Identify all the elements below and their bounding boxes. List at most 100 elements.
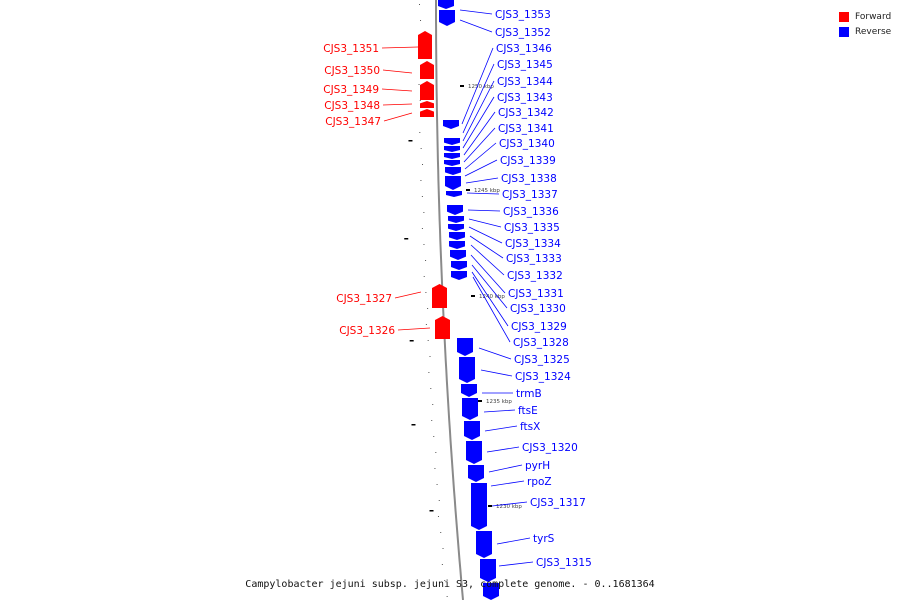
reverse-gene-arrow: [462, 398, 478, 420]
label-leader-line: [498, 561, 534, 567]
label-leader-line: [491, 501, 528, 507]
label-leader-line: [383, 112, 413, 122]
label-leader-line: [466, 192, 500, 195]
minor-tick: [427, 308, 429, 309]
gene-label-reverse: CJS3_1345: [497, 59, 553, 71]
reverse-gene-arrow: [444, 138, 460, 145]
label-leader-line: [480, 369, 513, 377]
gene-label-reverse: ftsE: [518, 405, 538, 417]
reverse-gene-arrow: [444, 160, 460, 166]
label-leader-line: [381, 46, 419, 49]
minor-tick: [419, 4, 421, 5]
major-tick: [411, 424, 416, 426]
forward-gene-arrow: [420, 109, 434, 117]
label-leader-line: [397, 327, 431, 331]
label-leader-line: [496, 537, 531, 545]
label-leader-line: [462, 96, 495, 149]
label-leader-line: [469, 235, 504, 259]
reverse-gene-arrow: [445, 167, 461, 175]
minor-tick: [432, 404, 434, 405]
gene-labels: CJS3_1351 CJS3_1350 CJS3_1349 CJS3_1348 CJS3…: [323, 9, 592, 569]
marker-tick: [460, 85, 464, 87]
label-leader-line: [462, 80, 495, 142]
gene-label-reverse: CJS3_1315: [536, 557, 592, 569]
gene-label-reverse: CJS3_1317: [530, 497, 586, 509]
reverse-gene-arrow: [461, 384, 477, 397]
gene-label-reverse: CJS3_1330: [510, 303, 566, 315]
label-leader-line: [478, 347, 512, 360]
gene-label-reverse: CJS3_1325: [514, 354, 570, 366]
minor-tick: [420, 20, 422, 21]
gene-label-reverse: CJS3_1352: [495, 27, 551, 39]
gene-label-reverse: rpoZ: [527, 476, 552, 488]
minor-tick: [423, 212, 425, 213]
label-leader-line: [486, 446, 520, 453]
reverse-gene-arrow: [439, 10, 455, 26]
minor-tick: [429, 356, 431, 357]
gene-label-reverse: CJS3_1331: [508, 288, 564, 300]
minor-tick: [423, 276, 425, 277]
gene-label-forward: CJS3_1347: [325, 116, 381, 128]
reverse-gene-arrow: [443, 120, 459, 129]
gene-label-reverse: CJS3_1346: [496, 43, 552, 55]
gene-label-reverse: pyrH: [525, 460, 550, 472]
gene-label-forward: CJS3_1327: [336, 293, 392, 305]
gene-label-reverse: CJS3_1334: [505, 238, 561, 250]
marker-tick: [478, 400, 482, 402]
label-leader-line: [488, 464, 523, 473]
reverse-gene-arrow: [448, 216, 464, 223]
minor-tick: [428, 372, 430, 373]
gene-label-reverse: trmB: [516, 388, 542, 400]
minor-tick: [425, 292, 427, 293]
minor-tick: [433, 436, 435, 437]
position-marker-label: 1235 kbp: [486, 399, 512, 405]
label-leader-line: [468, 226, 503, 244]
minor-tick: [419, 132, 421, 133]
label-leader-line: [468, 218, 502, 228]
minor-tick: [435, 452, 437, 453]
reverse-gene-arrow: [480, 559, 496, 582]
label-leader-line: [381, 88, 413, 92]
minor-tick: [446, 596, 448, 597]
reverse-gene-track: [438, 0, 499, 600]
label-leader-line: [462, 63, 495, 134]
minor-tick: [436, 484, 438, 485]
forward-gene-track: [418, 31, 450, 339]
reverse-gene-arrow: [447, 205, 463, 215]
marker-tick: [471, 295, 475, 297]
gene-label-reverse: CJS3_1335: [504, 222, 560, 234]
reverse-gene-arrow: [438, 0, 454, 9]
gene-label-reverse: CJS3_1324: [515, 371, 571, 383]
legend-swatch-forward: [839, 11, 849, 22]
gene-label-reverse: CJS3_1337: [502, 189, 558, 201]
reverse-gene-arrow: [451, 261, 467, 270]
reverse-gene-arrow: [464, 421, 480, 440]
forward-gene-arrow: [435, 316, 450, 339]
gene-label-forward: CJS3_1350: [324, 65, 380, 77]
gene-label-reverse: CJS3_1344: [497, 76, 553, 88]
label-leader-line: [465, 177, 499, 184]
gene-label-reverse: CJS3_1320: [522, 442, 578, 454]
legend-item-reverse: Reverse: [839, 24, 891, 39]
reverse-gene-arrow: [446, 191, 462, 197]
genome-caption: Campylobacter jejuni subsp. jejuni S3, c…: [245, 579, 655, 590]
label-leader-line: [483, 409, 516, 413]
reverse-gene-arrow: [444, 146, 460, 152]
forward-gene-arrow: [420, 61, 434, 79]
minor-tick: [441, 564, 443, 565]
label-leader-line: [382, 69, 413, 74]
reverse-gene-arrow: [466, 441, 482, 464]
label-leader-line: [461, 47, 494, 125]
label-leader-line: [394, 291, 422, 299]
position-marker-label: 1245 kbp: [474, 188, 500, 194]
reverse-gene-arrow: [448, 224, 464, 231]
minor-tick: [425, 260, 427, 261]
label-leader-line: [471, 264, 508, 309]
gene-label-reverse: CJS3_1353: [495, 9, 551, 21]
minor-tick: [444, 580, 446, 581]
label-leader-line: [463, 127, 496, 163]
gene-label-reverse: tyrS: [533, 533, 555, 545]
reverse-gene-arrow: [444, 153, 460, 159]
minor-tick: [422, 164, 424, 165]
minor-tick: [442, 548, 444, 549]
